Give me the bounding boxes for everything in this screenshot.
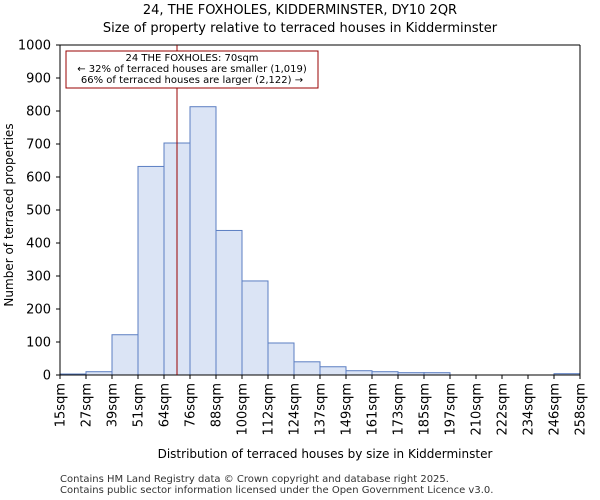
x-tick-label-124sqm: 124sqm <box>288 383 303 436</box>
bar-124sqm <box>293 361 321 376</box>
x-tick-label-161sqm: 161sqm <box>366 383 381 436</box>
annotation-line-1: 24 THE FOXHOLES: 70sqm <box>125 53 258 64</box>
y-tick-label-200: 200 <box>26 303 51 318</box>
bar-76sqm <box>189 106 217 376</box>
y-tick-label-700: 700 <box>26 138 51 153</box>
y-tick-label-900: 900 <box>26 72 51 87</box>
bar-137sqm <box>319 366 347 376</box>
footer-licence: Contains public sector information licen… <box>60 485 494 496</box>
x-tick-label-210sqm: 210sqm <box>470 383 485 436</box>
x-tick-label-100sqm: 100sqm <box>236 383 251 436</box>
y-tick-label-600: 600 <box>26 171 51 186</box>
y-tick-label-800: 800 <box>26 105 51 120</box>
x-tick-label-39sqm: 39sqm <box>106 383 121 427</box>
bar-51sqm <box>137 165 165 376</box>
y-tick-label-300: 300 <box>26 270 51 285</box>
x-tick-label-137sqm: 137sqm <box>314 383 329 436</box>
x-tick-label-185sqm: 185sqm <box>418 383 433 436</box>
x-tick-label-112sqm: 112sqm <box>262 383 277 436</box>
x-tick-label-51sqm: 51sqm <box>132 383 147 427</box>
bar-149sqm <box>345 370 373 376</box>
annotation-line-3: 66% of terraced houses are larger (2,122… <box>81 75 303 86</box>
x-tick-label-64sqm: 64sqm <box>158 383 173 427</box>
x-tick-label-27sqm: 27sqm <box>80 383 95 427</box>
x-tick-label-173sqm: 173sqm <box>392 383 407 436</box>
x-tick-label-88sqm: 88sqm <box>210 383 225 427</box>
x-tick-label-258sqm: 258sqm <box>574 383 589 436</box>
chart-title: 24, THE FOXHOLES, KIDDERMINSTER, DY10 2Q… <box>142 3 458 18</box>
y-tick-label-500: 500 <box>26 204 51 219</box>
x-tick-label-149sqm: 149sqm <box>340 383 355 436</box>
annotation-line-2: ← 32% of terraced houses are smaller (1,… <box>77 64 307 75</box>
y-tick-label-0: 0 <box>43 369 51 384</box>
x-axis-label: Distribution of terraced houses by size … <box>158 447 493 461</box>
y-tick-label-400: 400 <box>26 237 51 252</box>
x-tick-label-246sqm: 246sqm <box>548 383 563 436</box>
y-tick-label-100: 100 <box>26 336 51 351</box>
chart-subtitle: Size of property relative to terraced ho… <box>102 21 498 36</box>
x-tick-label-197sqm: 197sqm <box>444 383 459 436</box>
y-tick-label-1000: 1000 <box>18 39 51 54</box>
annotation-box <box>65 50 319 89</box>
y-axis-label: Number of terraced properties <box>2 123 16 306</box>
x-tick-label-15sqm: 15sqm <box>54 383 69 427</box>
bar-39sqm <box>111 334 139 376</box>
x-tick-label-234sqm: 234sqm <box>522 383 537 436</box>
bar-88sqm <box>215 229 243 376</box>
x-tick-label-76sqm: 76sqm <box>184 383 199 427</box>
bar-100sqm <box>241 280 269 376</box>
bar-112sqm <box>267 342 295 376</box>
footer-copyright: Contains HM Land Registry data © Crown c… <box>60 474 449 485</box>
x-tick-label-222sqm: 222sqm <box>496 383 511 436</box>
